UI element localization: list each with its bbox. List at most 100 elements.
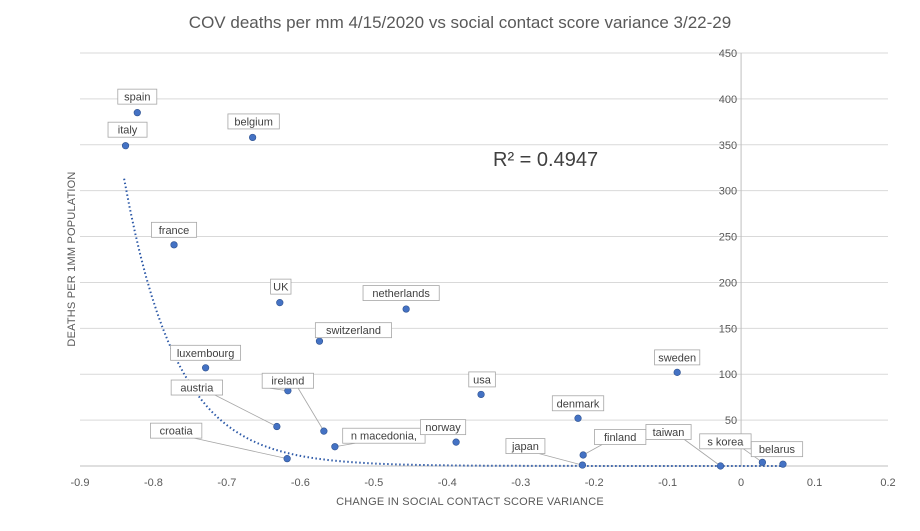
- data-label-box: [227, 113, 280, 130]
- x-tick-label: -0.4: [438, 477, 457, 489]
- data-label: italy: [107, 121, 148, 138]
- data-point: [779, 460, 787, 468]
- data-label-text: austria: [180, 383, 214, 395]
- x-tick-label: -0.3: [511, 477, 530, 489]
- data-label: japan: [505, 438, 546, 454]
- data-label-text: belgium: [234, 116, 273, 128]
- data-point: [758, 458, 766, 466]
- x-tick-label: -0.2: [585, 477, 604, 489]
- data-label: s korea: [699, 433, 752, 450]
- y-tick-label: 150: [719, 323, 737, 335]
- data-label: switzerland: [314, 322, 392, 339]
- data-label-box: [342, 427, 426, 444]
- data-label: belgium: [227, 113, 280, 130]
- data-point: [673, 368, 681, 376]
- data-label: norway: [420, 419, 467, 436]
- trendline-layer: [123, 178, 786, 467]
- y-tick-label: 200: [719, 277, 737, 289]
- data-label-text: switzerland: [326, 325, 381, 337]
- data-label: croatia: [150, 422, 203, 439]
- data-point: [133, 109, 141, 117]
- data-point: [170, 241, 178, 249]
- data-point: [249, 133, 257, 142]
- data-label-box: [170, 344, 242, 361]
- data-point: [320, 427, 328, 435]
- data-point: [331, 443, 339, 451]
- data-label: ireland: [261, 372, 314, 389]
- data-label: luxembourg: [170, 344, 242, 361]
- data-point: [276, 299, 284, 307]
- data-points: [121, 109, 787, 470]
- data-label-box: [107, 121, 148, 138]
- leader-line: [684, 439, 721, 467]
- data-label-text: n macedonia,: [351, 431, 417, 443]
- data-label: france: [151, 221, 198, 238]
- data-label: n macedonia,: [342, 427, 426, 444]
- data-label: austria: [170, 379, 223, 396]
- data-point: [574, 414, 582, 422]
- data-label-text: denmark: [557, 398, 600, 410]
- data-label-text: ireland: [271, 376, 304, 388]
- data-label-text: japan: [511, 441, 539, 453]
- data-label: sweden: [654, 349, 701, 366]
- data-point: [283, 455, 291, 463]
- data-label-box: [261, 372, 314, 389]
- x-tick-label: -0.5: [364, 477, 383, 489]
- data-label-text: croatia: [160, 426, 194, 438]
- data-label-box: [420, 419, 467, 436]
- data-point: [121, 142, 130, 150]
- data-label-text: usa: [473, 374, 492, 386]
- y-tick-label: 300: [719, 186, 737, 198]
- x-tick-label: -0.1: [658, 477, 677, 489]
- x-tick-label: 0.1: [807, 477, 822, 489]
- data-point: [315, 337, 324, 345]
- x-axis-title: CHANGE IN SOCIAL CONTACT SCORE VARIANCE: [336, 496, 604, 508]
- data-label: belarus: [750, 441, 804, 458]
- data-label: netherlands: [362, 285, 440, 301]
- data-label-box: [505, 438, 546, 454]
- data-point: [452, 438, 460, 446]
- data-label-text: s korea: [707, 436, 744, 448]
- data-label-box: [117, 88, 158, 105]
- leader-line: [297, 387, 325, 432]
- data-label-text: netherlands: [372, 288, 430, 300]
- data-point: [477, 390, 485, 399]
- data-label-text: finland: [604, 432, 636, 444]
- data-label-box: [270, 278, 292, 295]
- data-label-box: [150, 422, 203, 439]
- data-label: denmark: [551, 395, 605, 412]
- data-label: spain: [117, 88, 158, 105]
- r-squared-label: R² = 0.4947: [493, 149, 598, 171]
- leader-line: [582, 444, 603, 456]
- leader-line: [538, 453, 583, 466]
- y-tick-label: 450: [719, 48, 737, 60]
- data-point: [578, 461, 587, 469]
- data-label-box: [151, 221, 198, 238]
- data-label-text: taiwan: [653, 427, 685, 439]
- data-label-box: [654, 349, 701, 366]
- data-point: [273, 422, 281, 431]
- data-label: finland: [594, 429, 647, 445]
- data-point: [402, 305, 410, 313]
- y-tick-label: 400: [719, 94, 737, 106]
- data-label-box: [170, 379, 223, 396]
- data-label: usa: [468, 371, 496, 388]
- data-label-box: [645, 424, 692, 440]
- leader-line: [194, 437, 288, 460]
- data-point: [716, 462, 725, 470]
- data-label-text: italy: [118, 125, 138, 137]
- data-label-box: [362, 285, 440, 301]
- data-label-text: belarus: [759, 444, 796, 456]
- data-label-box: [468, 371, 496, 388]
- leader-lines: [194, 387, 763, 467]
- data-labels: spain italy belgium france UK netherlands swit…: [107, 88, 804, 458]
- data-label-box: [551, 395, 605, 412]
- data-label-box: [750, 441, 804, 458]
- data-label-box: [314, 322, 392, 339]
- data-point: [202, 364, 210, 372]
- y-tick-label: 250: [719, 232, 737, 244]
- x-tick-label: -0.6: [291, 477, 310, 489]
- data-label-text: sweden: [658, 352, 696, 364]
